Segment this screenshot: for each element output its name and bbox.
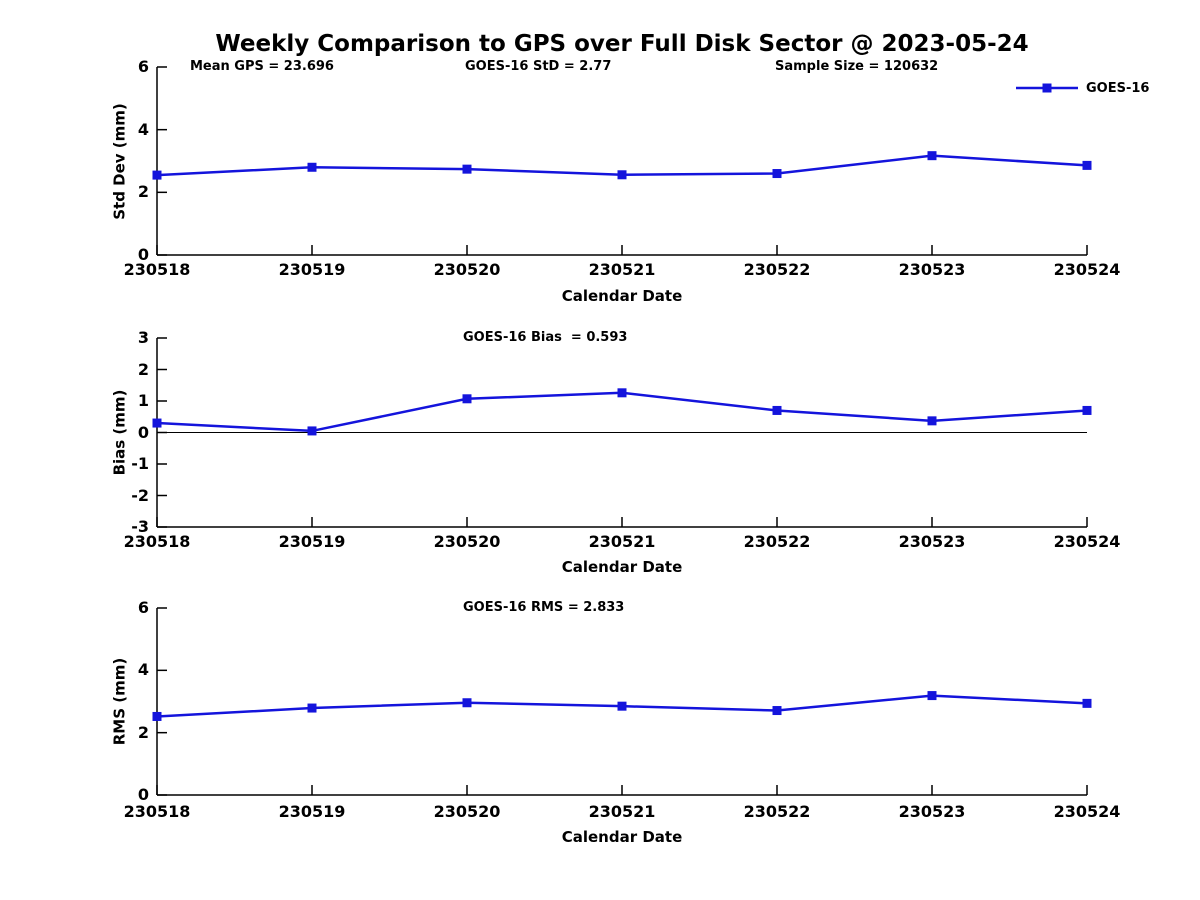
chart-2 <box>152 607 1092 796</box>
x-tick-label: 230518 <box>123 802 191 821</box>
y-tick-label: 6 <box>137 598 149 617</box>
chart-annotation: Mean GPS = 23.696 <box>190 59 334 74</box>
y-tick-label: 2 <box>137 722 149 742</box>
y-axis-label-rms: RMS (mm) <box>110 657 129 746</box>
x-tick-label: 230521 <box>588 260 656 279</box>
chart-annotation: GOES-16 RMS = 2.833 <box>463 600 625 615</box>
x-tick-label: 230520 <box>433 260 501 279</box>
y-tick-label: -3 <box>131 517 149 536</box>
chart-0 <box>152 66 1092 256</box>
data-point-marker <box>772 169 782 179</box>
y-axis-label-stddev: Std Dev (mm) <box>110 103 129 220</box>
y-tick-label: -2 <box>131 485 149 505</box>
x-tick-label: 230523 <box>898 802 966 821</box>
y-tick-label: 4 <box>137 119 149 139</box>
data-point-marker <box>307 703 317 713</box>
x-tick-label: 230520 <box>433 802 501 821</box>
x-tick-label: 230524 <box>1053 532 1121 551</box>
x-tick-label: 230523 <box>898 260 966 279</box>
chart-annotation: GOES-16 Bias = 0.593 <box>463 330 628 345</box>
x-tick-label: 230518 <box>123 260 191 279</box>
x-tick-label: 230519 <box>278 260 346 279</box>
data-point-marker <box>617 388 627 398</box>
data-point-marker <box>927 691 937 701</box>
data-point-marker <box>617 170 627 180</box>
chart-1 <box>152 337 1092 528</box>
y-tick-label: -1 <box>131 454 149 473</box>
chart-annotation: GOES-16 StD = 2.77 <box>465 59 612 74</box>
data-line-GOES-16 <box>156 391 1088 433</box>
data-point-marker <box>307 426 317 436</box>
x-tick-label: 230518 <box>123 532 191 551</box>
y-tick-label: 0 <box>137 785 149 804</box>
data-point-marker <box>152 711 162 721</box>
x-axis-title-bias: Calendar Date <box>561 558 683 576</box>
x-tick-label: 230521 <box>588 802 656 821</box>
data-point-marker <box>152 418 162 428</box>
data-point-marker <box>1082 405 1092 415</box>
x-tick-label: 230524 <box>1053 802 1121 821</box>
data-point-marker <box>462 394 472 404</box>
data-point-marker <box>927 151 937 161</box>
y-tick-label: 1 <box>137 391 149 410</box>
x-tick-label: 230522 <box>743 802 811 821</box>
x-tick-label: 230519 <box>278 532 346 551</box>
data-point-marker <box>1082 698 1092 708</box>
x-tick-label: 230521 <box>588 532 656 551</box>
x-axis-title-rms: Calendar Date <box>561 828 683 846</box>
chart-annotation: Sample Size = 120632 <box>775 59 939 74</box>
x-tick-label: 230524 <box>1053 260 1121 279</box>
y-tick-label: 0 <box>137 245 149 264</box>
data-point-marker <box>772 706 782 716</box>
data-point-marker <box>617 701 627 711</box>
data-point-marker <box>307 162 317 172</box>
y-tick-label: 2 <box>137 182 149 202</box>
data-point-marker <box>462 698 472 708</box>
data-point-marker <box>772 405 782 415</box>
x-tick-label: 230522 <box>743 532 811 551</box>
data-point-marker <box>927 416 937 426</box>
x-tick-label: 230519 <box>278 802 346 821</box>
legend-marker-icon <box>1042 83 1052 93</box>
y-tick-label: 2 <box>137 359 149 379</box>
x-tick-label: 230523 <box>898 532 966 551</box>
y-tick-label: 4 <box>137 660 149 680</box>
data-point-marker <box>1082 160 1092 170</box>
x-axis-title-stddev: Calendar Date <box>561 287 683 305</box>
figure-title: Weekly Comparison to GPS over Full Disk … <box>215 31 1029 57</box>
x-tick-label: 230520 <box>433 532 501 551</box>
legend-label: GOES-16 <box>1086 81 1150 96</box>
y-tick-label: 0 <box>137 422 149 442</box>
y-tick-label: 3 <box>137 328 149 347</box>
data-point-marker <box>462 164 472 174</box>
y-tick-label: 6 <box>137 57 149 76</box>
x-tick-label: 230522 <box>743 260 811 279</box>
data-point-marker <box>152 170 162 180</box>
